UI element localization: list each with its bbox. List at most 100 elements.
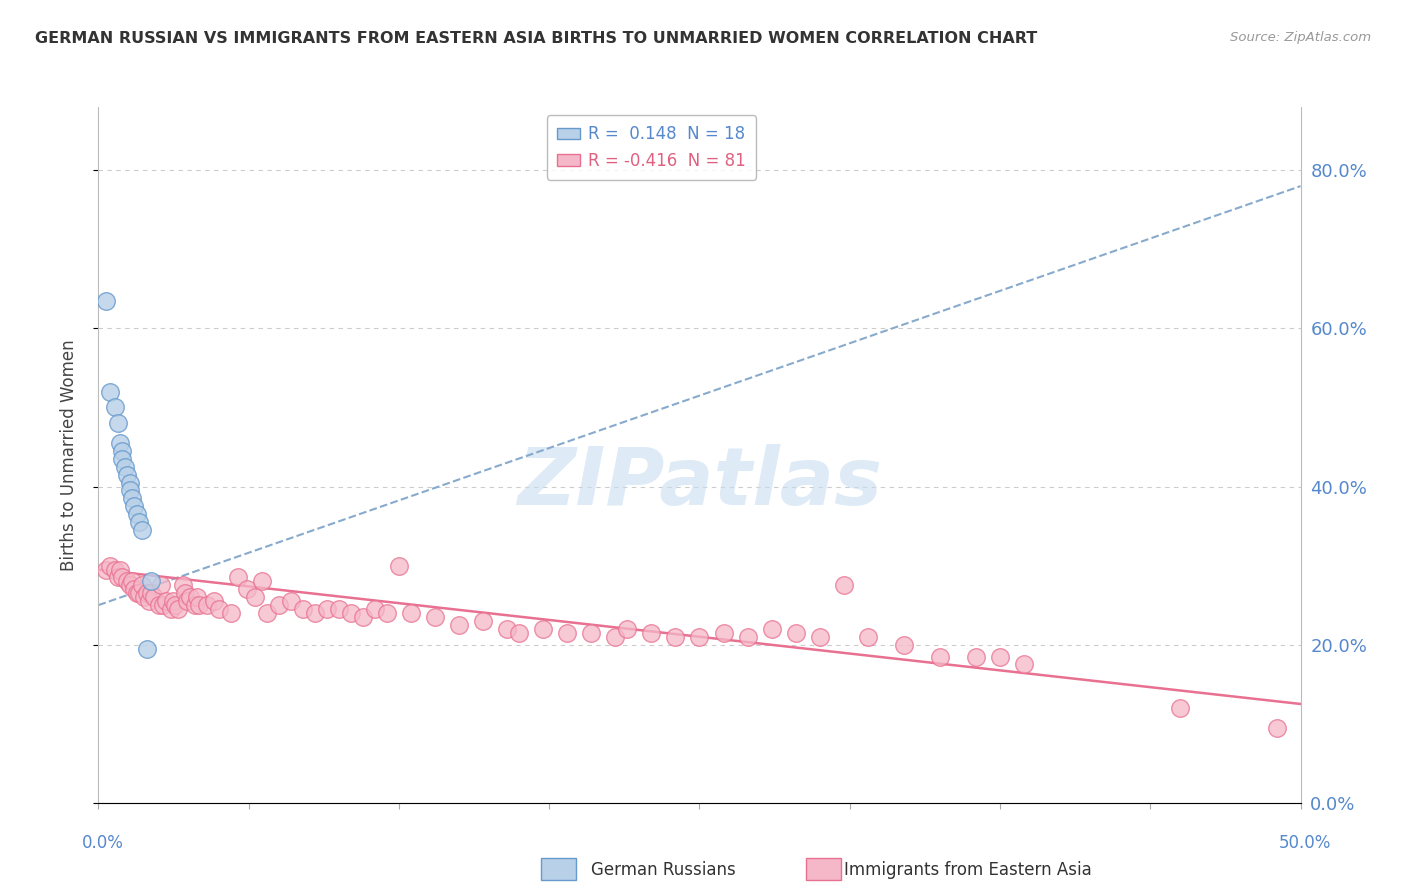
Point: [125, 507, 148, 521]
Legend: R =  0.148  N = 18, R = -0.416  N = 81: R = 0.148 N = 18, R = -0.416 N = 81: [547, 115, 756, 179]
Point: [496, 622, 519, 636]
Point: [508, 625, 530, 640]
Point: [128, 586, 150, 600]
Point: [125, 586, 148, 600]
Point: [118, 578, 141, 592]
Point: [208, 602, 231, 616]
Point: [148, 598, 170, 612]
Point: [1170, 701, 1192, 715]
Point: [1265, 721, 1288, 735]
Point: [138, 594, 160, 608]
Text: Source: ZipAtlas.com: Source: ZipAtlas.com: [1230, 31, 1371, 45]
Point: [555, 625, 578, 640]
Point: [291, 602, 314, 616]
Point: [104, 563, 127, 577]
Point: [202, 594, 225, 608]
Point: [236, 582, 259, 597]
Point: [128, 515, 150, 529]
Point: [832, 578, 855, 592]
Point: [280, 594, 302, 608]
Point: [1012, 657, 1035, 672]
Point: [188, 598, 211, 612]
Point: [135, 641, 157, 656]
Text: Immigrants from Eastern Asia: Immigrants from Eastern Asia: [844, 861, 1091, 879]
Point: [117, 467, 139, 482]
Point: [893, 638, 915, 652]
Point: [121, 574, 143, 589]
Point: [176, 594, 198, 608]
Point: [616, 622, 638, 636]
Text: German Russians: German Russians: [591, 861, 735, 879]
Point: [124, 500, 146, 514]
Point: [162, 594, 184, 608]
Point: [928, 649, 950, 664]
Point: [713, 625, 735, 640]
Point: [808, 630, 831, 644]
Point: [114, 459, 136, 474]
Point: [375, 606, 398, 620]
Point: [118, 475, 141, 490]
Point: [94, 563, 117, 577]
Point: [186, 591, 208, 605]
Point: [117, 574, 139, 589]
Point: [304, 606, 326, 620]
Point: [142, 591, 165, 605]
Point: [94, 293, 117, 308]
Point: [141, 574, 163, 589]
Point: [226, 570, 249, 584]
Point: [399, 606, 422, 620]
Y-axis label: Births to Unmarried Women: Births to Unmarried Women: [59, 339, 77, 571]
Point: [965, 649, 987, 664]
Point: [100, 558, 122, 573]
Point: [605, 630, 627, 644]
Point: [531, 622, 554, 636]
Point: [172, 578, 194, 592]
Point: [131, 523, 153, 537]
Point: [267, 598, 290, 612]
Point: [179, 591, 201, 605]
Text: 50.0%: 50.0%: [1278, 834, 1331, 852]
Point: [315, 602, 337, 616]
Point: [352, 610, 374, 624]
Point: [183, 598, 205, 612]
Point: [423, 610, 446, 624]
Point: [581, 625, 603, 640]
Point: [785, 625, 807, 640]
Point: [141, 586, 163, 600]
Point: [174, 586, 197, 600]
Point: [107, 570, 129, 584]
Point: [152, 598, 174, 612]
Point: [328, 602, 350, 616]
Point: [111, 444, 134, 458]
Point: [250, 574, 273, 589]
Point: [135, 586, 157, 600]
Point: [111, 451, 134, 466]
Point: [107, 417, 129, 431]
Point: [118, 483, 141, 498]
Point: [149, 578, 172, 592]
Point: [195, 598, 218, 612]
Point: [364, 602, 387, 616]
Point: [155, 594, 177, 608]
Text: GERMAN RUSSIAN VS IMMIGRANTS FROM EASTERN ASIA BIRTHS TO UNMARRIED WOMEN CORRELA: GERMAN RUSSIAN VS IMMIGRANTS FROM EASTER…: [35, 31, 1038, 46]
Point: [165, 598, 187, 612]
Point: [100, 384, 122, 399]
Point: [131, 578, 153, 592]
Point: [132, 591, 155, 605]
Point: [256, 606, 278, 620]
Point: [737, 630, 759, 644]
Point: [988, 649, 1011, 664]
Point: [664, 630, 686, 644]
Point: [856, 630, 879, 644]
Point: [689, 630, 711, 644]
Point: [388, 558, 411, 573]
Point: [108, 436, 131, 450]
Point: [159, 602, 181, 616]
Point: [166, 602, 188, 616]
Point: [111, 570, 134, 584]
Text: ZIPatlas: ZIPatlas: [517, 443, 882, 522]
Point: [219, 606, 242, 620]
Point: [340, 606, 363, 620]
Text: 0.0%: 0.0%: [82, 834, 124, 852]
Point: [472, 614, 495, 628]
